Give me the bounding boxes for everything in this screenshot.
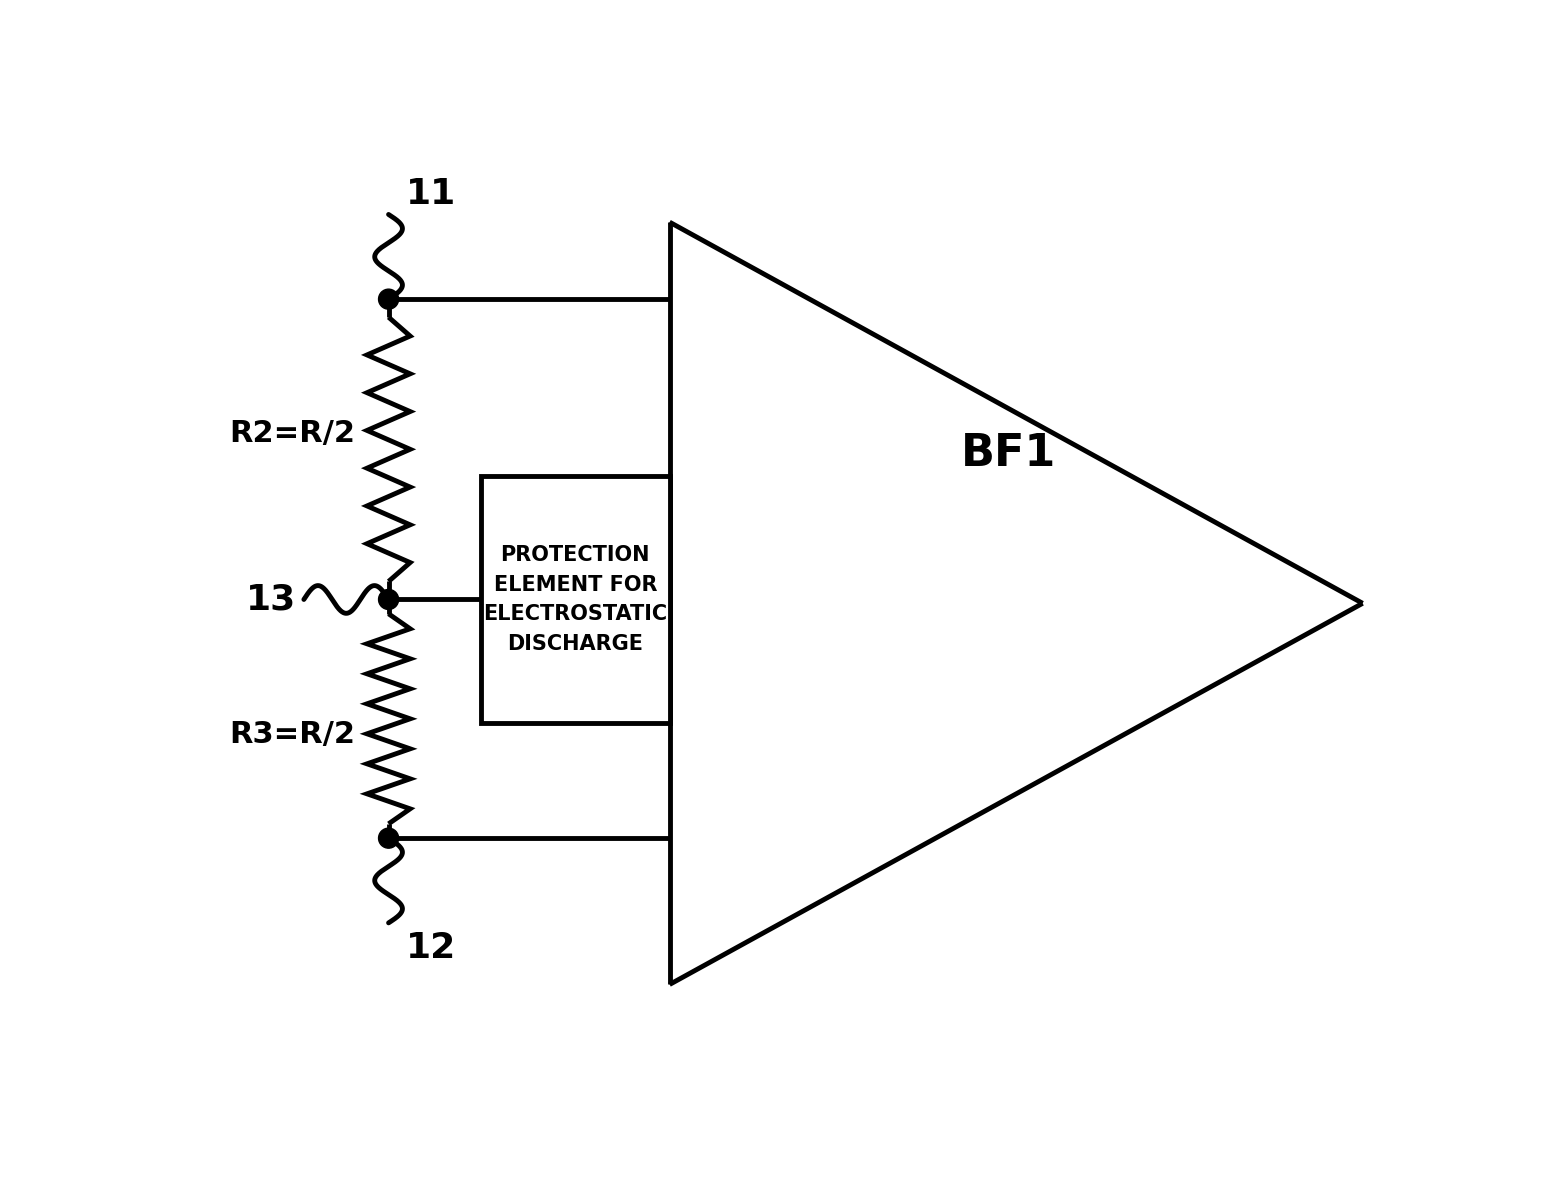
Text: 12: 12 <box>406 931 456 965</box>
Circle shape <box>378 289 398 309</box>
Circle shape <box>378 590 398 610</box>
Text: 11: 11 <box>406 176 456 211</box>
Text: PROTECTION
ELEMENT FOR
ELECTROSTATIC
DISCHARGE: PROTECTION ELEMENT FOR ELECTROSTATIC DIS… <box>483 545 668 654</box>
Text: R2=R/2: R2=R/2 <box>229 419 356 449</box>
Circle shape <box>378 828 398 848</box>
Text: BF1: BF1 <box>961 432 1057 475</box>
Text: 13: 13 <box>246 583 296 617</box>
Bar <box>481 476 670 722</box>
Text: R3=R/2: R3=R/2 <box>229 720 356 748</box>
